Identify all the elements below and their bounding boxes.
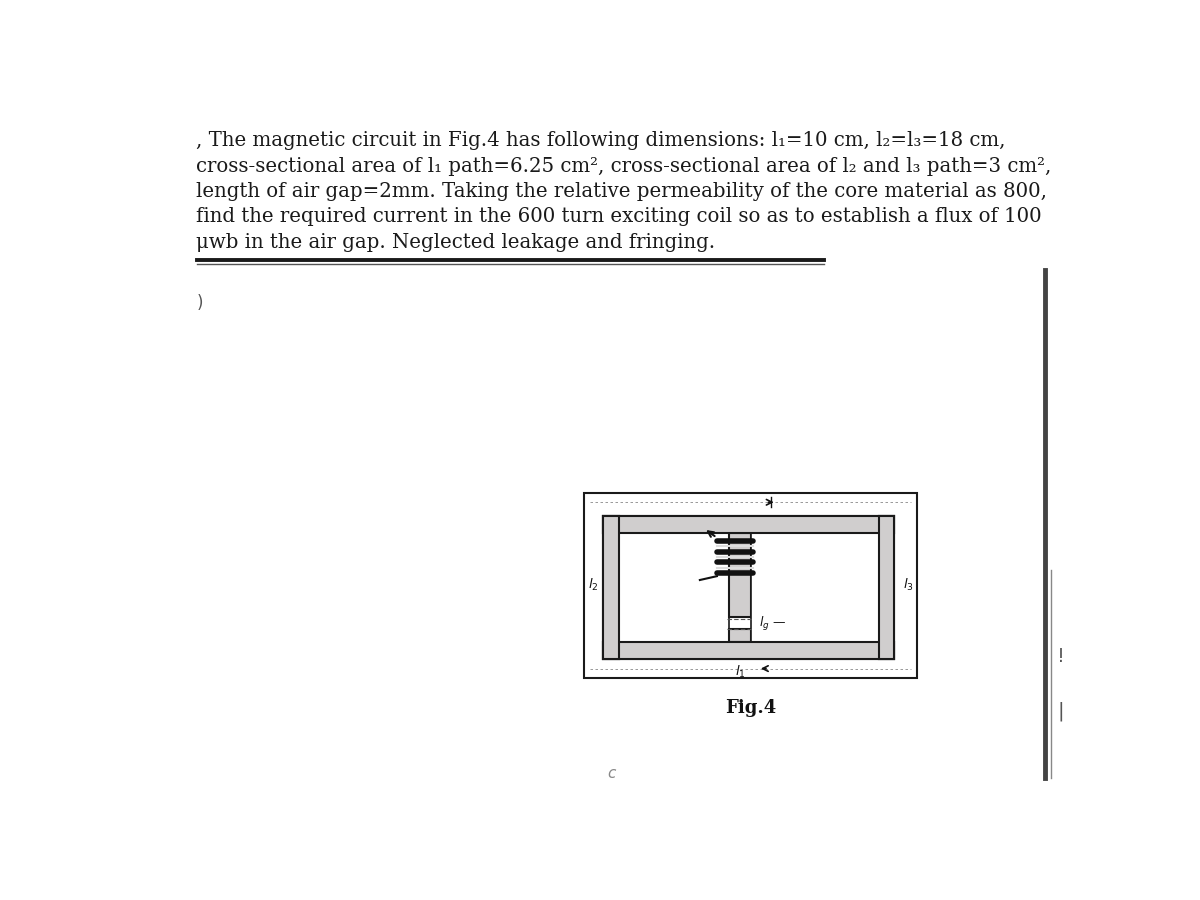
- Bar: [604, 516, 894, 533]
- Bar: [730, 533, 751, 617]
- Bar: [619, 533, 730, 642]
- Bar: [730, 629, 751, 642]
- Text: |: |: [1057, 701, 1064, 721]
- Text: $\it{l_2}$: $\it{l_2}$: [588, 578, 599, 593]
- Bar: [604, 642, 894, 659]
- Text: c: c: [607, 766, 616, 781]
- Text: , The magnetic circuit in Fig.4 has following dimensions: l₁=10 cm, l₂=l₃=18 cm,: , The magnetic circuit in Fig.4 has foll…: [197, 131, 1006, 150]
- Text: length of air gap=2mm. Taking the relative permeability of the core material as : length of air gap=2mm. Taking the relati…: [197, 182, 1048, 201]
- Text: Fig.4: Fig.4: [725, 699, 776, 717]
- Text: ): ): [197, 294, 203, 312]
- Bar: [878, 516, 894, 659]
- Text: $\it{l_1}$: $\it{l_1}$: [734, 663, 745, 680]
- Text: $\it{l_3}$: $\it{l_3}$: [902, 578, 913, 593]
- Bar: [604, 516, 619, 659]
- Bar: [604, 516, 894, 533]
- Text: $\it{l_{g}}$ —: $\it{l_{g}}$ —: [758, 615, 786, 633]
- Bar: [604, 642, 894, 659]
- Text: !: !: [1057, 647, 1064, 666]
- Text: find the required current in the 600 turn exciting coil so as to establish a flu: find the required current in the 600 tur…: [197, 207, 1042, 226]
- Bar: [584, 493, 917, 678]
- Bar: [604, 516, 619, 659]
- Text: μwb in the air gap. Neglected leakage and fringing.: μwb in the air gap. Neglected leakage an…: [197, 233, 715, 252]
- Bar: [878, 516, 894, 659]
- Text: cross-sectional area of l₁ path=6.25 cm², cross-sectional area of l₂ and l₃ path: cross-sectional area of l₁ path=6.25 cm²…: [197, 157, 1052, 176]
- Bar: [751, 533, 878, 642]
